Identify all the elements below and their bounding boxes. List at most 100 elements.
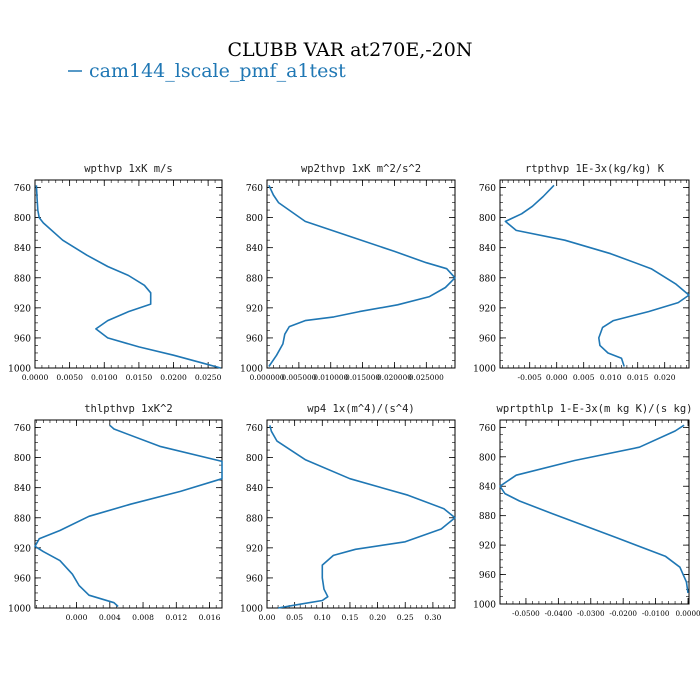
- y-tick-label: 840: [14, 484, 31, 494]
- y-tick-label: 760: [479, 424, 496, 434]
- y-tick-label: 920: [479, 304, 496, 314]
- x-tick-label: 0.25: [397, 613, 414, 622]
- y-tick-label: 760: [246, 184, 263, 194]
- x-tick-label: 0.10: [314, 613, 331, 622]
- y-tick-label: 1000: [8, 365, 31, 375]
- y-tick-label: 840: [246, 484, 263, 494]
- x-tick-label: -0.005: [518, 373, 542, 382]
- panel-title: thlpthvp 1xK^2: [84, 403, 173, 415]
- y-tick-label: 840: [479, 244, 496, 254]
- legend-label: cam144_lscale_pmf_a1test: [89, 60, 346, 82]
- x-tick-label: 0.020000: [377, 373, 412, 382]
- y-tick-label: 800: [246, 454, 263, 464]
- y-tick-label: 800: [246, 214, 263, 224]
- y-tick-label: 880: [246, 274, 263, 284]
- y-tick-label: 1000: [240, 605, 263, 615]
- x-tick-label: 0.00: [259, 613, 276, 622]
- y-tick-label: 840: [479, 483, 496, 493]
- x-tick-label: 0.000: [546, 373, 568, 382]
- panel-title: wprtpthlp 1-E-3x(m kg K)/(s kg): [497, 403, 693, 415]
- x-tick-label: 0.015000: [345, 373, 380, 382]
- y-tick-label: 800: [479, 214, 496, 224]
- x-tick-label: 0.0050: [56, 373, 83, 382]
- panel-5: wp4 1x(m^4)/(s^4)76080084088092096010000…: [240, 403, 456, 622]
- y-tick-label: 920: [14, 544, 31, 554]
- x-tick-label: 0.020: [654, 373, 676, 382]
- x-tick-label: -0.0300: [577, 609, 605, 618]
- panel-2: wp2thvp 1xK m^2/s^2 760 800 840 880 920 960 100…: [240, 163, 456, 382]
- series-line: [35, 185, 221, 369]
- y-tick-label: 880: [479, 274, 496, 284]
- x-tick-label: 0.20: [369, 613, 386, 622]
- y-tick-label: 920: [14, 304, 31, 314]
- y-tick-label: 1000: [473, 365, 496, 375]
- y-tick-label: 960: [246, 334, 263, 344]
- panel-title: wp2thvp 1xK m^2/s^2: [301, 163, 421, 175]
- y-tick-label: 920: [479, 542, 496, 552]
- x-tick-label: 0.004: [99, 613, 121, 622]
- y-tick-label: 880: [246, 514, 263, 524]
- panel-6: wprtpthlp 1-E-3x(m kg K)/(s kg)760 800 840…: [473, 403, 700, 618]
- x-tick-label: 0.015: [627, 373, 649, 382]
- panel-title: wp4 1x(m^4)/(s^4): [307, 403, 414, 415]
- x-tick-label: 0.005000: [281, 373, 316, 382]
- x-tick-label: -0.0400: [545, 609, 573, 618]
- panel-1: wpthvp 1xK m/s76080084088092096010000.00…: [8, 163, 223, 382]
- y-tick-label: 840: [14, 244, 31, 254]
- x-tick-label: 0.012: [165, 613, 187, 622]
- x-tick-label: 0.05: [286, 613, 303, 622]
- y-tick-label: 880: [14, 514, 31, 524]
- y-tick-label: 760: [14, 424, 31, 434]
- x-tick-label: 0.010: [600, 373, 622, 382]
- y-tick-label: 960: [14, 334, 31, 344]
- y-tick-label: 960: [14, 574, 31, 584]
- x-tick-label: 0.0200: [160, 373, 187, 382]
- x-tick-label: 0.0000: [22, 373, 49, 382]
- y-tick-label: 800: [14, 454, 31, 464]
- plot-frame: [266, 179, 456, 369]
- y-tick-label: 920: [246, 304, 263, 314]
- y-tick-label: 960: [479, 571, 496, 581]
- y-tick-label: 960: [246, 574, 263, 584]
- y-tick-label: 1000: [8, 605, 31, 615]
- series-line: [499, 424, 689, 594]
- x-tick-label: 0.000: [66, 613, 88, 622]
- x-tick-label: 0.15: [341, 613, 358, 622]
- y-tick-label: 840: [246, 244, 263, 254]
- x-tick-label: 0.010000: [313, 373, 348, 382]
- panel-4: thlpthvp 1xK^2 760 800 840 880 920 960 1000 0.00…: [8, 403, 223, 622]
- figure-title: CLUBB VAR at270E,-20N: [228, 39, 473, 61]
- x-tick-label: 0.0250: [195, 373, 222, 382]
- plot-frame: [499, 419, 690, 605]
- y-tick-label: 920: [246, 544, 263, 554]
- panel-3: rtpthvp 1E-3x(kg/kg) K 760 800 840 880 920 960…: [473, 163, 690, 382]
- y-tick-label: 880: [479, 512, 496, 522]
- x-tick-label: 0.016: [199, 613, 221, 622]
- plot-frame: [34, 179, 223, 369]
- x-tick-label: 0.0100: [91, 373, 118, 382]
- panel-grid: wpthvp 1xK m/s76080084088092096010000.00…: [8, 163, 700, 622]
- x-tick-label: -0.0500: [512, 609, 540, 618]
- y-tick-label: 760: [14, 184, 31, 194]
- x-tick-label: 0.0150: [126, 373, 153, 382]
- x-tick-label: -0.0100: [642, 609, 670, 618]
- x-tick-label: 0.0000: [675, 609, 700, 618]
- panel-title: rtpthvp 1E-3x(kg/kg) K: [525, 163, 665, 175]
- y-tick-label: 760: [479, 184, 496, 194]
- series-line: [269, 425, 456, 609]
- x-tick-label: -0.0200: [609, 609, 637, 618]
- y-tick-label: 880: [14, 274, 31, 284]
- plot-frame: [34, 419, 223, 609]
- series-line: [504, 184, 690, 367]
- series-line: [268, 184, 456, 367]
- x-tick-label: 0.005: [573, 373, 595, 382]
- y-tick-label: 960: [479, 334, 496, 344]
- y-tick-label: 800: [479, 453, 496, 463]
- plot-frame: [266, 419, 456, 609]
- x-tick-label: 0.30: [424, 613, 441, 622]
- y-tick-label: 1000: [473, 601, 496, 611]
- y-tick-label: 1000: [240, 365, 263, 375]
- panel-title: wpthvp 1xK m/s: [84, 163, 173, 175]
- x-tick-label: 0.025000: [409, 373, 444, 382]
